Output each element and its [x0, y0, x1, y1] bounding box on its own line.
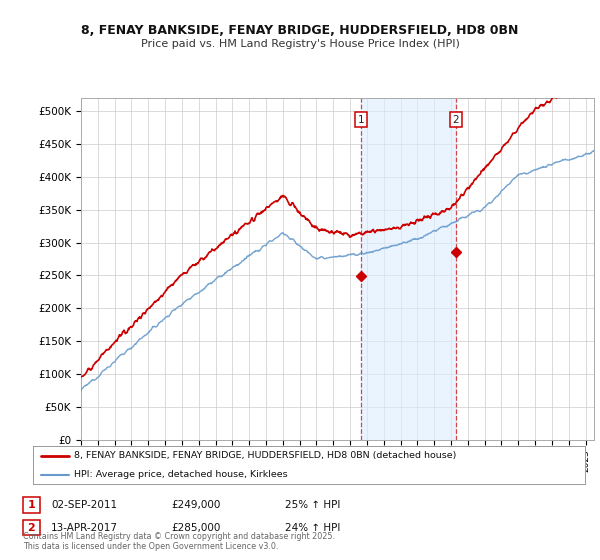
- Text: Price paid vs. HM Land Registry's House Price Index (HPI): Price paid vs. HM Land Registry's House …: [140, 39, 460, 49]
- Text: 1: 1: [28, 500, 35, 510]
- Text: 02-SEP-2011: 02-SEP-2011: [51, 500, 117, 510]
- Text: £249,000: £249,000: [171, 500, 220, 510]
- Bar: [361, 98, 456, 440]
- Text: 13-APR-2017: 13-APR-2017: [51, 522, 118, 533]
- Text: 8, FENAY BANKSIDE, FENAY BRIDGE, HUDDERSFIELD, HD8 0BN (detached house): 8, FENAY BANKSIDE, FENAY BRIDGE, HUDDERS…: [74, 451, 457, 460]
- Text: 2: 2: [452, 115, 459, 125]
- Text: 24% ↑ HPI: 24% ↑ HPI: [285, 522, 340, 533]
- Text: Contains HM Land Registry data © Crown copyright and database right 2025.
This d: Contains HM Land Registry data © Crown c…: [23, 531, 335, 551]
- Text: 25% ↑ HPI: 25% ↑ HPI: [285, 500, 340, 510]
- Text: 2: 2: [28, 522, 35, 533]
- Text: HPI: Average price, detached house, Kirklees: HPI: Average price, detached house, Kirk…: [74, 470, 288, 479]
- Text: 8, FENAY BANKSIDE, FENAY BRIDGE, HUDDERSFIELD, HD8 0BN: 8, FENAY BANKSIDE, FENAY BRIDGE, HUDDERS…: [82, 24, 518, 38]
- Text: 1: 1: [358, 115, 365, 125]
- Text: £285,000: £285,000: [171, 522, 220, 533]
